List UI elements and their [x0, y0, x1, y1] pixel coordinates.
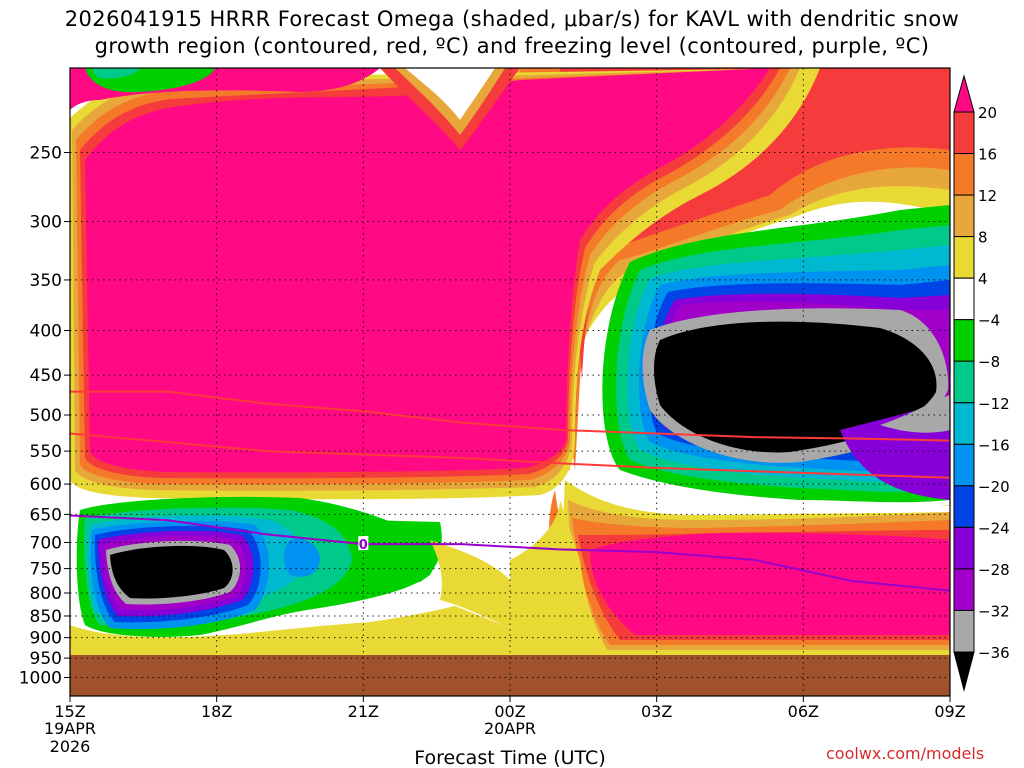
y-tick-label: 900 — [30, 629, 62, 649]
chart-title: 2026041915 HRRR Forecast Omega (shaded, … — [0, 6, 1024, 60]
colorbar-block-6 — [953, 360, 975, 404]
colorbar-block-8 — [953, 443, 975, 487]
y-tick-label: 450 — [30, 366, 62, 386]
colorbar-block-0 — [953, 111, 975, 155]
x-axis-title: Forecast Time (UTC) — [414, 747, 605, 768]
colorbar-label: 16 — [978, 146, 997, 164]
colorbar-label: −16 — [978, 436, 1010, 454]
site-credit[interactable]: coolwx.com/models — [826, 744, 985, 763]
colorbar-label: −4 — [978, 312, 1000, 330]
colorbar-block-3 — [953, 236, 975, 279]
y-axis: 2503003504004505005506006507007508008509… — [19, 144, 70, 689]
x-date-label: 19APR — [44, 719, 96, 738]
colorbar-block-1 — [953, 153, 975, 196]
y-tick-label: 700 — [30, 533, 62, 553]
title-line-1: 2026041915 HRRR Forecast Omega (shaded, … — [64, 7, 960, 31]
colorbar: 20 16 12 8 4 −4 −8 −12 −16 −20 −24 −28 −32 −36 — [953, 74, 1010, 692]
colorbar-label: −36 — [978, 644, 1010, 662]
omega-shading — [70, 68, 950, 696]
colorbar-label: 8 — [978, 229, 988, 247]
title-line-2: growth region (contoured, red, ºC) and f… — [94, 34, 930, 58]
y-tick-label: 650 — [30, 505, 62, 525]
colorbar-block-7 — [953, 402, 975, 445]
y-tick-label: 850 — [30, 607, 62, 627]
y-tick-label: 300 — [30, 213, 62, 233]
grid — [70, 68, 950, 696]
colorbar-cap-top — [953, 74, 975, 113]
colorbar-block-11 — [953, 568, 975, 611]
colorbar-label: 4 — [978, 270, 988, 288]
y-tick-label: 550 — [30, 442, 62, 462]
colorbar-block-9 — [953, 485, 975, 528]
x-tick-label: 06Z — [788, 702, 819, 721]
colorbar-block-4 — [953, 277, 975, 321]
series-line-0 — [70, 390, 951, 442]
colorbar-block-12 — [953, 609, 975, 653]
y-tick-label: 250 — [30, 144, 62, 164]
mid-ascent-black — [654, 321, 937, 453]
colorbar-block-5 — [953, 319, 975, 362]
x-tick-label: 21Z — [348, 702, 379, 721]
y-tick-label: 350 — [30, 271, 62, 291]
y-tick-label: 800 — [30, 584, 62, 604]
lower-right-pink — [590, 532, 950, 635]
colorbar-label: −32 — [978, 602, 1010, 620]
y-tick-label: 400 — [30, 322, 62, 342]
x-tick-label: 03Z — [641, 702, 672, 721]
contour-label-text: 0 — [359, 538, 368, 553]
y-tick-label: 950 — [30, 649, 62, 669]
colorbar-label: 12 — [978, 187, 997, 205]
x-date-label: 20APR — [484, 719, 536, 738]
x-year-label: 2026 — [50, 737, 91, 756]
y-tick-label: 1000 — [19, 669, 62, 689]
contour-label-0: 0 — [358, 536, 369, 553]
y-tick-label: 750 — [30, 560, 62, 580]
y-tick-label: 500 — [30, 406, 62, 426]
pink-core — [85, 68, 770, 473]
colorbar-label: −24 — [978, 519, 1010, 537]
series-line-2 — [69, 514, 951, 592]
contour-label-bg — [358, 536, 369, 551]
low-ascent-black — [110, 545, 233, 599]
colorbar-label: −20 — [978, 478, 1010, 496]
colorbar-block-2 — [953, 194, 975, 238]
contour-lines — [69, 390, 951, 592]
colorbar-block-10 — [953, 526, 975, 570]
colorbar-label: −8 — [978, 353, 1000, 371]
series-line-1 — [69, 432, 951, 479]
x-tick-label: 18Z — [201, 702, 232, 721]
x-tick-label: 00Z — [494, 702, 525, 721]
colorbar-cap-bottom — [953, 651, 975, 692]
colorbar-label: −12 — [978, 395, 1010, 413]
x-tick-label: 09Z — [934, 702, 965, 721]
ground — [70, 655, 950, 696]
colorbar-label: −28 — [978, 561, 1010, 579]
x-tick-label: 15Z — [54, 702, 85, 721]
colorbar-label: 20 — [978, 104, 997, 122]
y-tick-label: 600 — [30, 475, 62, 495]
